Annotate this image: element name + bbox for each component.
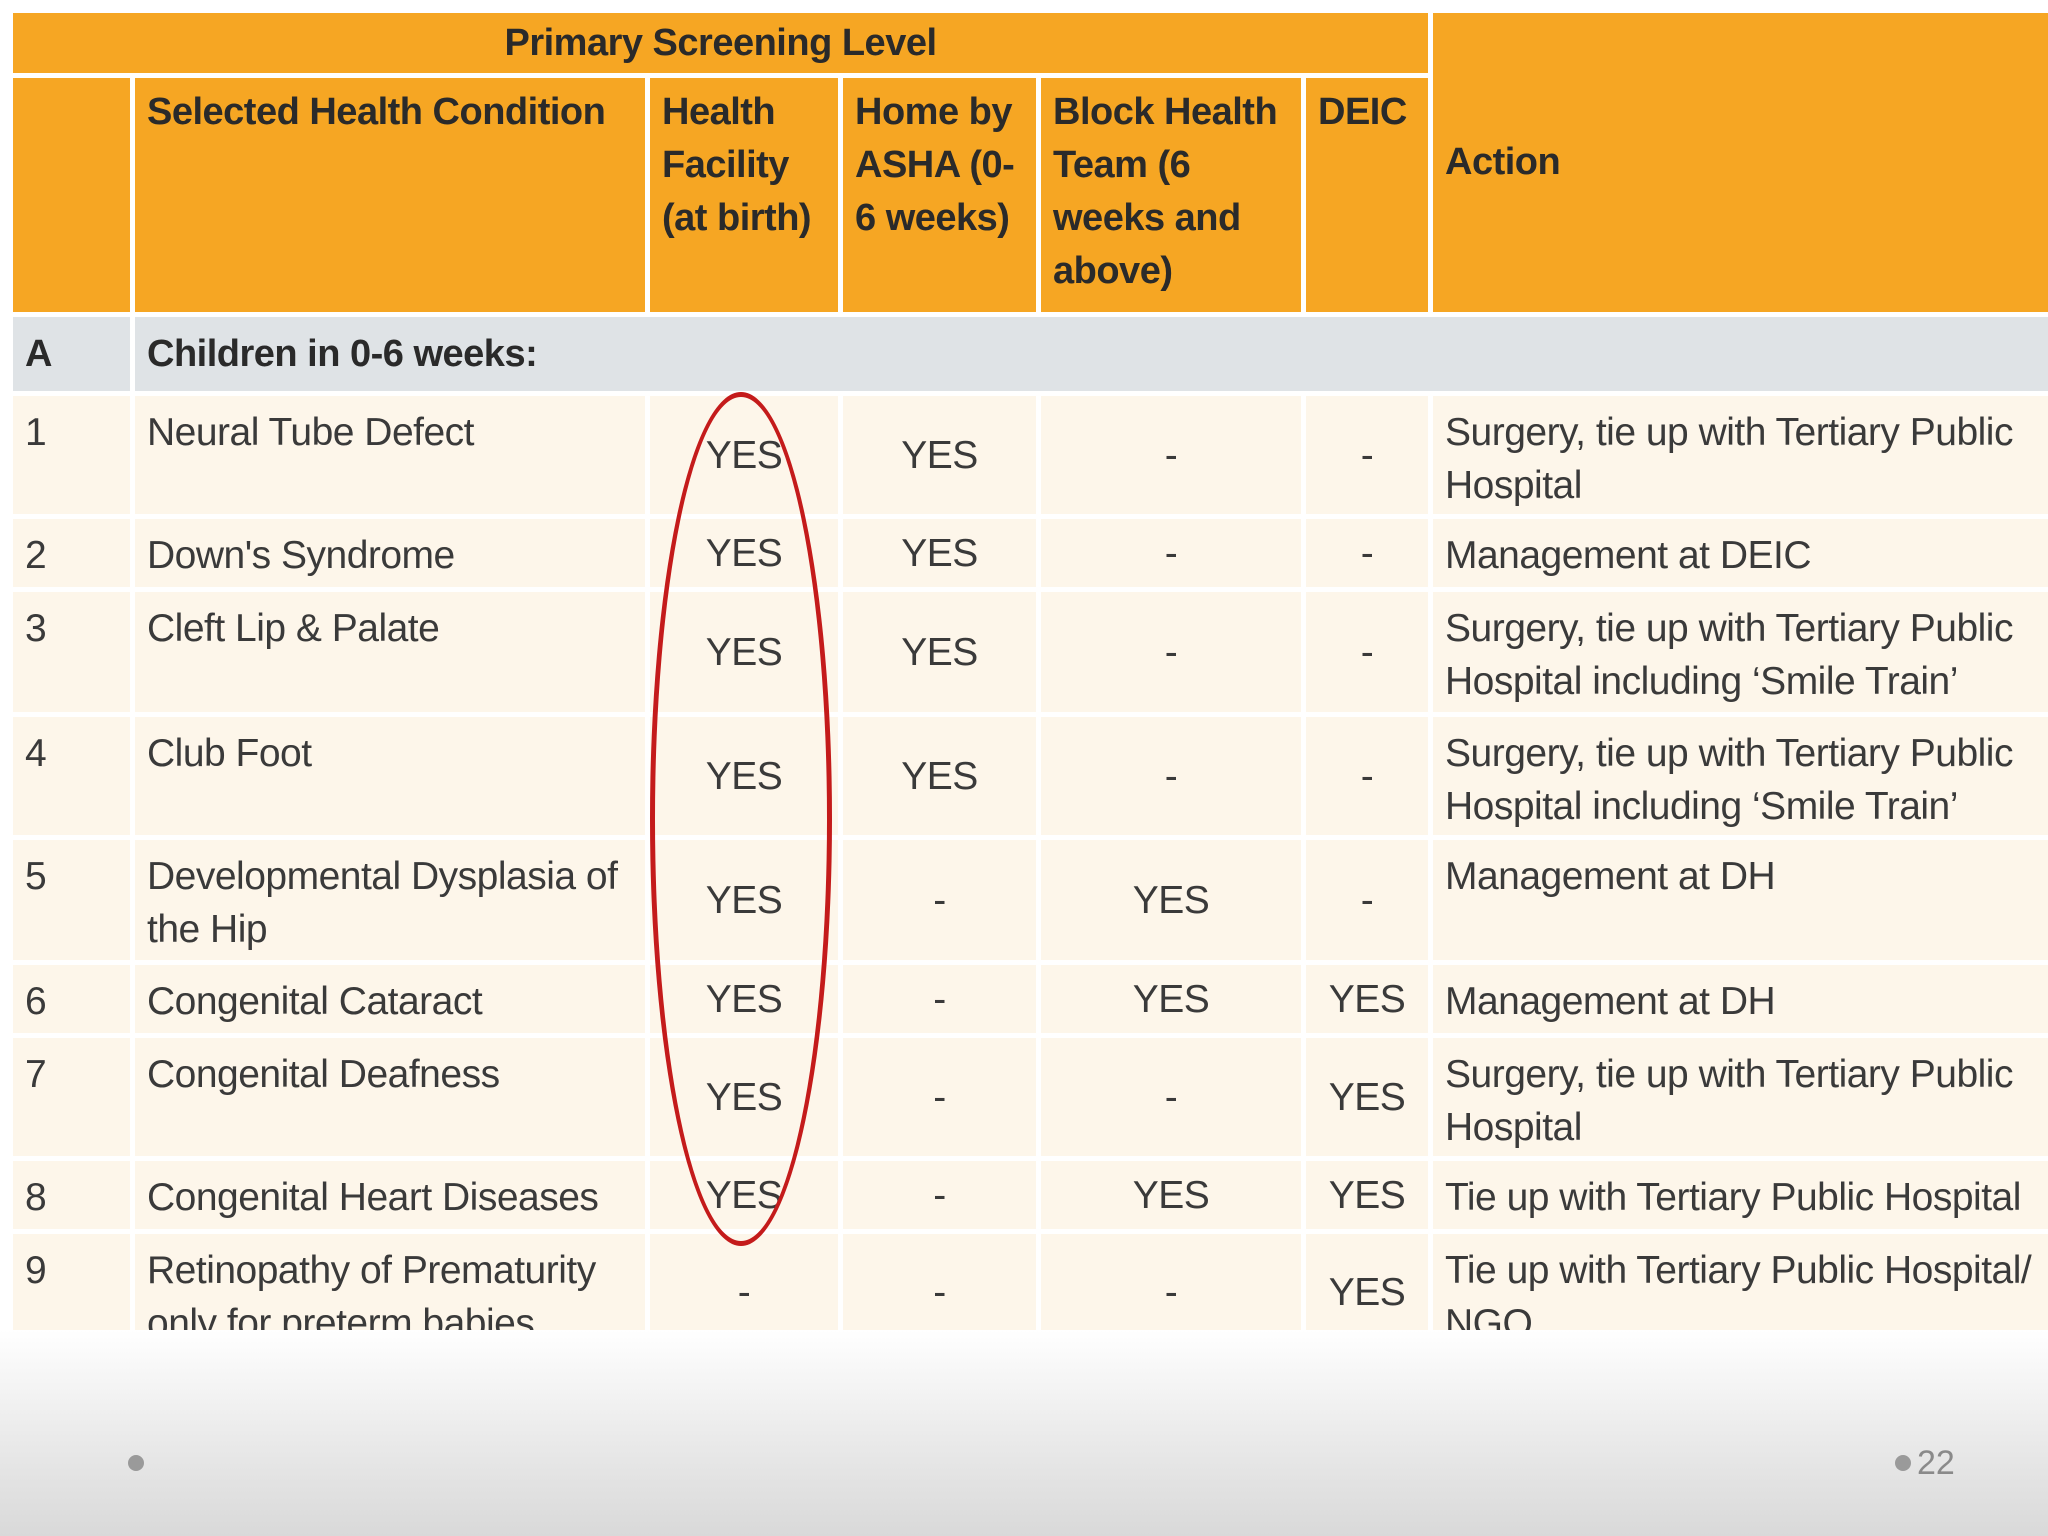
row-number: 6 xyxy=(13,965,130,1033)
row-deic: - xyxy=(1306,396,1428,514)
row-number: 9 xyxy=(13,1234,130,1330)
row-number: 4 xyxy=(13,717,130,835)
row-block-team: - xyxy=(1041,396,1301,514)
row-action: Surgery, tie up with Tertiary Public Hos… xyxy=(1433,717,2048,835)
row-condition: Developmental Dysplasia of the Hip xyxy=(135,840,645,960)
row-condition: Congenital Cataract xyxy=(135,965,645,1033)
table-row: 5 Developmental Dysplasia of the Hip YES - Y… xyxy=(13,840,2048,960)
row-home-asha: YES xyxy=(843,717,1036,835)
row-home-asha: - xyxy=(843,840,1036,960)
row-deic: - xyxy=(1306,592,1428,712)
row-home-asha: - xyxy=(843,1234,1036,1330)
row-block-team: - xyxy=(1041,519,1301,587)
slide-footer xyxy=(0,1330,2048,1536)
table-row: 1 Neural Tube Defect YES YES - - Surgery, tie … xyxy=(13,396,2048,514)
row-health-facility: YES xyxy=(650,840,838,960)
table-container: Primary Screening Level Action Selected … xyxy=(8,8,2048,1330)
header-condition: Selected Health Condition xyxy=(135,78,645,312)
row-number: 1 xyxy=(13,396,130,514)
row-condition: Down's Syndrome xyxy=(135,519,645,587)
row-deic: YES xyxy=(1306,1038,1428,1156)
row-health-facility: YES xyxy=(650,965,838,1033)
row-deic: - xyxy=(1306,717,1428,835)
section-id: A xyxy=(13,317,130,391)
row-number: 2 xyxy=(13,519,130,587)
row-condition: Congenital Deafness xyxy=(135,1038,645,1156)
row-block-team: YES xyxy=(1041,840,1301,960)
row-action: Surgery, tie up with Tertiary Public Hos… xyxy=(1433,592,2048,712)
row-action: Surgery, tie up with Tertiary Public Hos… xyxy=(1433,1038,2048,1156)
header-health-facility: Health Facility (at birth) xyxy=(650,78,838,312)
row-health-facility: YES xyxy=(650,396,838,514)
row-condition: Retinopathy of Prematurity only for pret… xyxy=(135,1234,645,1330)
row-action: Management at DH xyxy=(1433,965,2048,1033)
page-number: 22 xyxy=(1917,1444,1955,1482)
table-row: 8 Congenital Heart Diseases YES - YES YES Tie … xyxy=(13,1161,2048,1229)
row-home-asha: - xyxy=(843,965,1036,1033)
footer-dot-left xyxy=(128,1455,144,1471)
row-block-team: - xyxy=(1041,592,1301,712)
header-deic: DEIC xyxy=(1306,78,1428,312)
row-health-facility: YES xyxy=(650,717,838,835)
header-number xyxy=(13,78,130,312)
row-number: 7 xyxy=(13,1038,130,1156)
row-deic: - xyxy=(1306,840,1428,960)
table-row: 4 Club Foot YES YES - - Surgery, tie up with T… xyxy=(13,717,2048,835)
row-action: Management at DEIC xyxy=(1433,519,2048,587)
header-block-team: Block Health Team (6 weeks and above) xyxy=(1041,78,1301,312)
row-action: Management at DH xyxy=(1433,840,2048,960)
screening-table: Primary Screening Level Action Selected … xyxy=(8,8,2048,1330)
row-condition: Congenital Heart Diseases xyxy=(135,1161,645,1229)
row-health-facility: YES xyxy=(650,1161,838,1229)
row-deic: - xyxy=(1306,519,1428,587)
row-home-asha: YES xyxy=(843,396,1036,514)
row-block-team: - xyxy=(1041,717,1301,835)
row-deic: YES xyxy=(1306,965,1428,1033)
row-home-asha: - xyxy=(843,1038,1036,1156)
row-number: 3 xyxy=(13,592,130,712)
row-home-asha: - xyxy=(843,1161,1036,1229)
row-block-team: YES xyxy=(1041,1161,1301,1229)
row-home-asha: YES xyxy=(843,592,1036,712)
row-condition: Neural Tube Defect xyxy=(135,396,645,514)
table-row: 6 Congenital Cataract YES - YES YES Management… xyxy=(13,965,2048,1033)
row-number: 8 xyxy=(13,1161,130,1229)
row-deic: YES xyxy=(1306,1234,1428,1330)
section-label: Children in 0-6 weeks: xyxy=(135,317,2048,391)
row-action: Tie up with Tertiary Public Hospital/ NG… xyxy=(1433,1234,2048,1330)
row-health-facility: - xyxy=(650,1234,838,1330)
row-action: Surgery, tie up with Tertiary Public Hos… xyxy=(1433,396,2048,514)
table-body: 1 Neural Tube Defect YES YES - - Surgery, tie … xyxy=(13,396,2048,1330)
row-block-team: - xyxy=(1041,1038,1301,1156)
row-action: Tie up with Tertiary Public Hospital xyxy=(1433,1161,2048,1229)
row-deic: YES xyxy=(1306,1161,1428,1229)
row-number: 5 xyxy=(13,840,130,960)
table-row: 9 Retinopathy of Prematurity only for pre… xyxy=(13,1234,2048,1330)
header-action: Action xyxy=(1433,13,2048,312)
row-home-asha: YES xyxy=(843,519,1036,587)
table-row: 3 Cleft Lip & Palate YES YES - - Surgery, tie … xyxy=(13,592,2048,712)
table-row: 7 Congenital Deafness YES - - YES Surgery, tie… xyxy=(13,1038,2048,1156)
footer-dot-right xyxy=(1895,1455,1911,1471)
row-block-team: - xyxy=(1041,1234,1301,1330)
row-health-facility: YES xyxy=(650,1038,838,1156)
row-health-facility: YES xyxy=(650,519,838,587)
row-block-team: YES xyxy=(1041,965,1301,1033)
row-condition: Club Foot xyxy=(135,717,645,835)
group-header: Primary Screening Level xyxy=(13,13,1428,73)
table-row: 2 Down's Syndrome YES YES - - Management at DE… xyxy=(13,519,2048,587)
row-health-facility: YES xyxy=(650,592,838,712)
row-condition: Cleft Lip & Palate xyxy=(135,592,645,712)
header-home-asha: Home by ASHA (0-6 weeks) xyxy=(843,78,1036,312)
